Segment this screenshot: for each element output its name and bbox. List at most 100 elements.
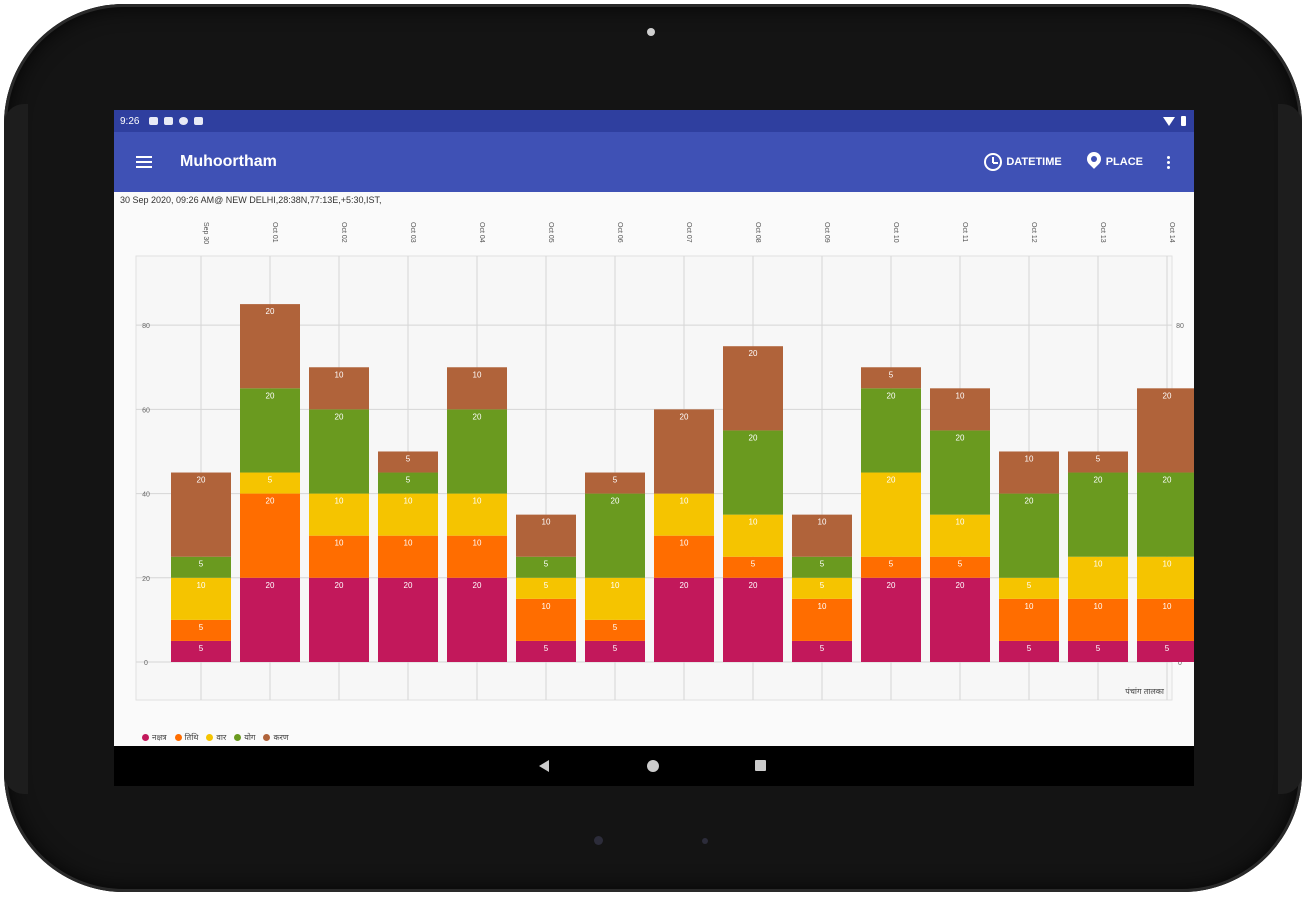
bar-segment [516,598,576,641]
notification-icon [149,117,159,125]
bar-segment [792,514,852,557]
recent-apps-icon[interactable] [755,760,766,771]
bar-segment [309,535,369,578]
bar-data-label: 5 [544,560,549,569]
bar-segment [516,640,576,662]
bar-data-label: 5 [1096,454,1101,463]
home-icon[interactable] [647,760,659,772]
datetime-button[interactable]: DATETIME [984,153,1062,171]
bar-data-label: 5 [820,560,825,569]
legend-item: योग [234,732,255,743]
bar-data-label: 20 [266,391,275,400]
app-bar: Muhoortham DATETIME PLACE [114,132,1194,192]
bar-segment [585,619,645,641]
bar-segment [240,577,300,662]
bar-segment [930,430,990,515]
x-tick-label: Oct 01 [271,222,278,243]
bar-segment [792,577,852,599]
status-bar: 9:26 [114,110,1194,132]
bar-data-label: 10 [542,602,551,611]
bar-segment [378,472,438,494]
bar-data-label: 5 [613,644,618,653]
bar-segment [309,493,369,536]
bar-segment [654,577,714,662]
bar-data-label: 10 [1094,602,1103,611]
bar-segment [792,640,852,662]
bar-data-label: 10 [1025,454,1034,463]
bar-segment [1068,556,1128,599]
bar-segment [378,535,438,578]
bar-data-label: 5 [751,560,756,569]
bar-segment [516,514,576,557]
sd-card-icon [194,117,204,125]
legend-swatch [142,734,149,741]
bar-data-label: 10 [1163,602,1172,611]
legend-item: नक्षत्र [142,732,167,743]
bar-data-label: 20 [335,412,344,421]
bar-data-label: 20 [1094,476,1103,485]
hamburger-menu-icon[interactable] [136,156,152,168]
bar-data-label: 5 [268,476,273,485]
place-label: PLACE [1105,156,1143,168]
bar-segment [447,367,507,410]
bar-segment [171,640,231,662]
bar-data-label: 20 [749,433,758,442]
x-tick-label: Oct 05 [547,222,554,243]
place-button[interactable]: PLACE [1086,152,1143,172]
bar-data-label: 20 [956,581,965,590]
bar-data-label: 20 [887,476,896,485]
bar-data-label: 10 [680,539,689,548]
legend-item: तिथि [174,732,198,743]
bar-data-label: 10 [1163,560,1172,569]
bar-segment [240,304,300,389]
bar-data-label: 5 [820,581,825,590]
bar-data-label: 20 [1163,391,1172,400]
bar-segment [723,514,783,557]
bar-data-label: 10 [749,518,758,527]
datetime-label: DATETIME [1006,156,1062,168]
bar-segment [723,346,783,431]
bar-segment [447,535,507,578]
overflow-menu-icon[interactable] [1167,155,1170,169]
bar-data-label: 10 [404,497,413,506]
legend-label: करण [273,733,289,742]
bar-data-label: 5 [1027,644,1032,653]
bar-data-label: 10 [335,497,344,506]
bar-data-label: 20 [1163,476,1172,485]
sensor-left [594,836,603,845]
bar-data-label: 20 [266,581,275,590]
bar-segment [1068,640,1128,662]
bar-data-label: 20 [749,349,758,358]
wifi-icon [1163,116,1175,126]
y-tick-label-left: 20 [142,576,150,583]
bar-segment [861,367,921,389]
bar-data-label: 20 [266,307,275,316]
bar-segment [861,388,921,473]
bar-data-label: 10 [473,539,482,548]
legend-swatch [263,734,271,741]
bar-data-label: 5 [199,560,204,569]
y-tick-label-left: 0 [144,660,148,667]
bar-data-label: 5 [544,644,549,653]
bar-data-label: 20 [611,497,620,506]
bar-segment [654,409,714,494]
y-tick-label-left: 60 [142,407,150,414]
bar-data-label: 10 [404,539,413,548]
bar-segment [999,577,1059,599]
x-tick-label: Oct 10 [892,222,899,243]
app-title: Muhoortham [180,153,277,170]
bar-segment [1137,472,1194,557]
bar-segment [930,388,990,431]
bar-segment [447,409,507,494]
x-tick-label: Oct 09 [823,222,830,243]
bar-data-label: 10 [1025,602,1034,611]
bar-segment [723,577,783,662]
bar-data-label: 5 [544,581,549,590]
bar-data-label: 10 [956,518,965,527]
back-icon[interactable] [539,760,549,772]
legend-item: करण [263,732,289,743]
location-pin-icon [1086,152,1102,172]
bar-segment [999,451,1059,494]
bar-data-label: 5 [613,476,618,485]
